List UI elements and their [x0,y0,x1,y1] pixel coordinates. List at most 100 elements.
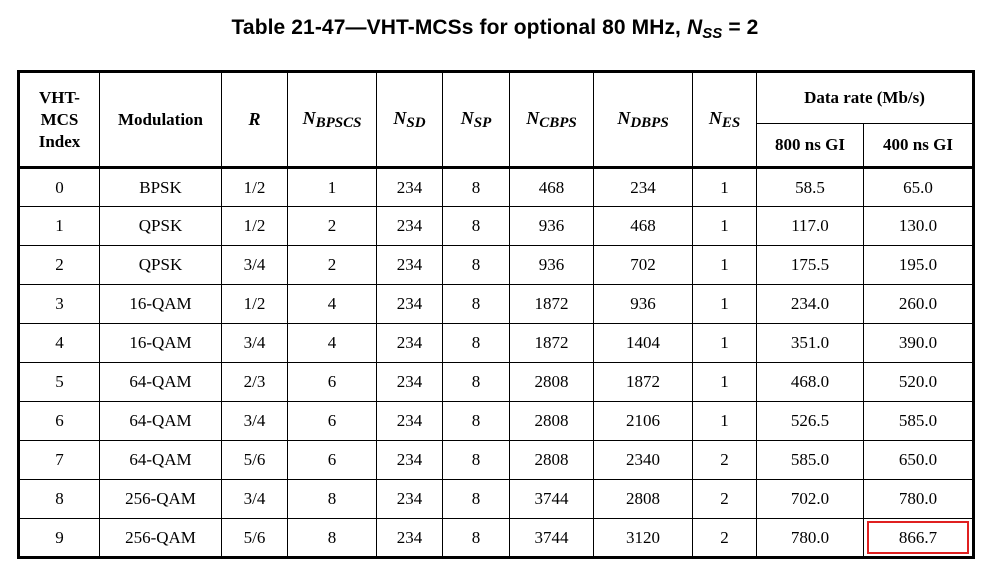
header-nbpscs: NBPSCS [287,71,377,169]
cell-r: 2/3 [221,362,288,402]
cell-mod: BPSK [99,167,222,207]
cell-nsp: 8 [442,479,510,519]
cell-nsp: 8 [442,440,510,480]
table-row: 6 64-QAM 3/4 6 234 8 2808 2106 1 526.5 585.0 [18,401,975,441]
cell-nes: 1 [692,245,757,285]
cell-gi800: 117.0 [756,206,864,246]
cell-idx: 4 [18,323,100,363]
cell-nbpscs: 4 [287,323,377,363]
table-row: 3 16-QAM 1/2 4 234 8 1872 936 1 234.0 260.0 [18,284,975,324]
table-row: 5 64-QAM 2/3 6 234 8 2808 1872 1 468.0 520.0 [18,362,975,402]
table-caption: Table 21-47—VHT-MCSs for optional 80 MHz… [0,16,990,42]
cell-nsp: 8 [442,362,510,402]
cell-mod: QPSK [99,245,222,285]
cell-ncbps: 936 [509,245,594,285]
cell-nes: 2 [692,440,757,480]
cell-mod: 256-QAM [99,518,222,558]
cell-ndbps: 468 [593,206,693,246]
cell-ncbps: 2808 [509,362,594,402]
cell-nes: 1 [692,362,757,402]
cell-nsd: 234 [376,401,443,441]
table-row: 9 256-QAM 5/6 8 234 8 3744 3120 2 780.0 866.7 [18,518,975,558]
cell-nbpscs: 8 [287,518,377,558]
cell-nbpscs: 6 [287,440,377,480]
cell-ncbps: 468 [509,167,594,207]
cell-nsd: 234 [376,284,443,324]
cell-nes: 1 [692,284,757,324]
cell-r: 3/4 [221,323,288,363]
header-nes: NES [692,71,757,169]
cell-ndbps: 1404 [593,323,693,363]
cell-nsp: 8 [442,518,510,558]
cell-mod: 64-QAM [99,362,222,402]
cell-mod: 64-QAM [99,401,222,441]
header-800ns-gi: 800 ns GI [756,123,864,169]
cell-gi800: 468.0 [756,362,864,402]
cell-nbpscs: 1 [287,167,377,207]
cell-idx: 3 [18,284,100,324]
cell-nbpscs: 2 [287,245,377,285]
cell-mod: 256-QAM [99,479,222,519]
cell-mod: QPSK [99,206,222,246]
table-row: 1 QPSK 1/2 2 234 8 936 468 1 117.0 130.0 [18,206,975,246]
cell-gi800: 351.0 [756,323,864,363]
cell-gi400: 585.0 [862,401,975,441]
cell-ncbps: 2808 [509,401,594,441]
cell-ndbps: 936 [593,284,693,324]
cell-nbpscs: 6 [287,362,377,402]
caption-nss-symbol: NSS [686,16,723,42]
header-ncbps: NCBPS [509,71,594,169]
cell-ncbps: 936 [509,206,594,246]
cell-ncbps: 1872 [509,323,594,363]
cell-idx: 9 [18,518,100,558]
cell-gi400: 866.7 [862,518,975,558]
cell-r: 5/6 [221,518,288,558]
table-body: 0 BPSK 1/2 1 234 8 468 234 1 58.5 65.0 1 QPSK 1/2 2 234… [18,167,975,558]
cell-gi400: 130.0 [862,206,975,246]
cell-gi800: 58.5 [756,167,864,207]
caption-suffix: = 2 [722,16,759,39]
cell-r: 3/4 [221,479,288,519]
cell-gi400: 520.0 [862,362,975,402]
cell-gi800: 234.0 [756,284,864,324]
cell-ndbps: 2808 [593,479,693,519]
cell-nsp: 8 [442,167,510,207]
header-400ns-gi: 400 ns GI [862,123,975,169]
cell-gi800: 702.0 [756,479,864,519]
cell-nsd: 234 [376,518,443,558]
vht-mcs-table: VHT- MCS Index Modulation R NBPSCS NSD NSP… [17,70,976,559]
cell-gi800: 175.5 [756,245,864,285]
cell-nsp: 8 [442,323,510,363]
cell-ndbps: 1872 [593,362,693,402]
cell-idx: 7 [18,440,100,480]
cell-gi400: 650.0 [862,440,975,480]
cell-idx: 6 [18,401,100,441]
cell-r: 1/2 [221,284,288,324]
cell-idx: 2 [18,245,100,285]
cell-nbpscs: 6 [287,401,377,441]
cell-nsd: 234 [376,440,443,480]
cell-nes: 1 [692,167,757,207]
table-row: 7 64-QAM 5/6 6 234 8 2808 2340 2 585.0 650.0 [18,440,975,480]
cell-nsp: 8 [442,245,510,285]
cell-mod: 64-QAM [99,440,222,480]
header-ndbps: NDBPS [593,71,693,169]
cell-ndbps: 234 [593,167,693,207]
cell-ndbps: 3120 [593,518,693,558]
cell-gi800: 780.0 [756,518,864,558]
cell-nes: 1 [692,401,757,441]
header-nsd: NSD [376,71,443,169]
cell-gi400: 195.0 [862,245,975,285]
cell-nsd: 234 [376,206,443,246]
header-nsp: NSP [442,71,510,169]
table-row: 0 BPSK 1/2 1 234 8 468 234 1 58.5 65.0 [18,167,975,207]
cell-nsp: 8 [442,401,510,441]
cell-nsd: 234 [376,167,443,207]
cell-nbpscs: 4 [287,284,377,324]
cell-nbpscs: 8 [287,479,377,519]
cell-idx: 1 [18,206,100,246]
cell-gi400: 260.0 [862,284,975,324]
header-data-rate: Data rate (Mb/s) [755,71,975,124]
cell-nes: 1 [692,206,757,246]
cell-idx: 5 [18,362,100,402]
